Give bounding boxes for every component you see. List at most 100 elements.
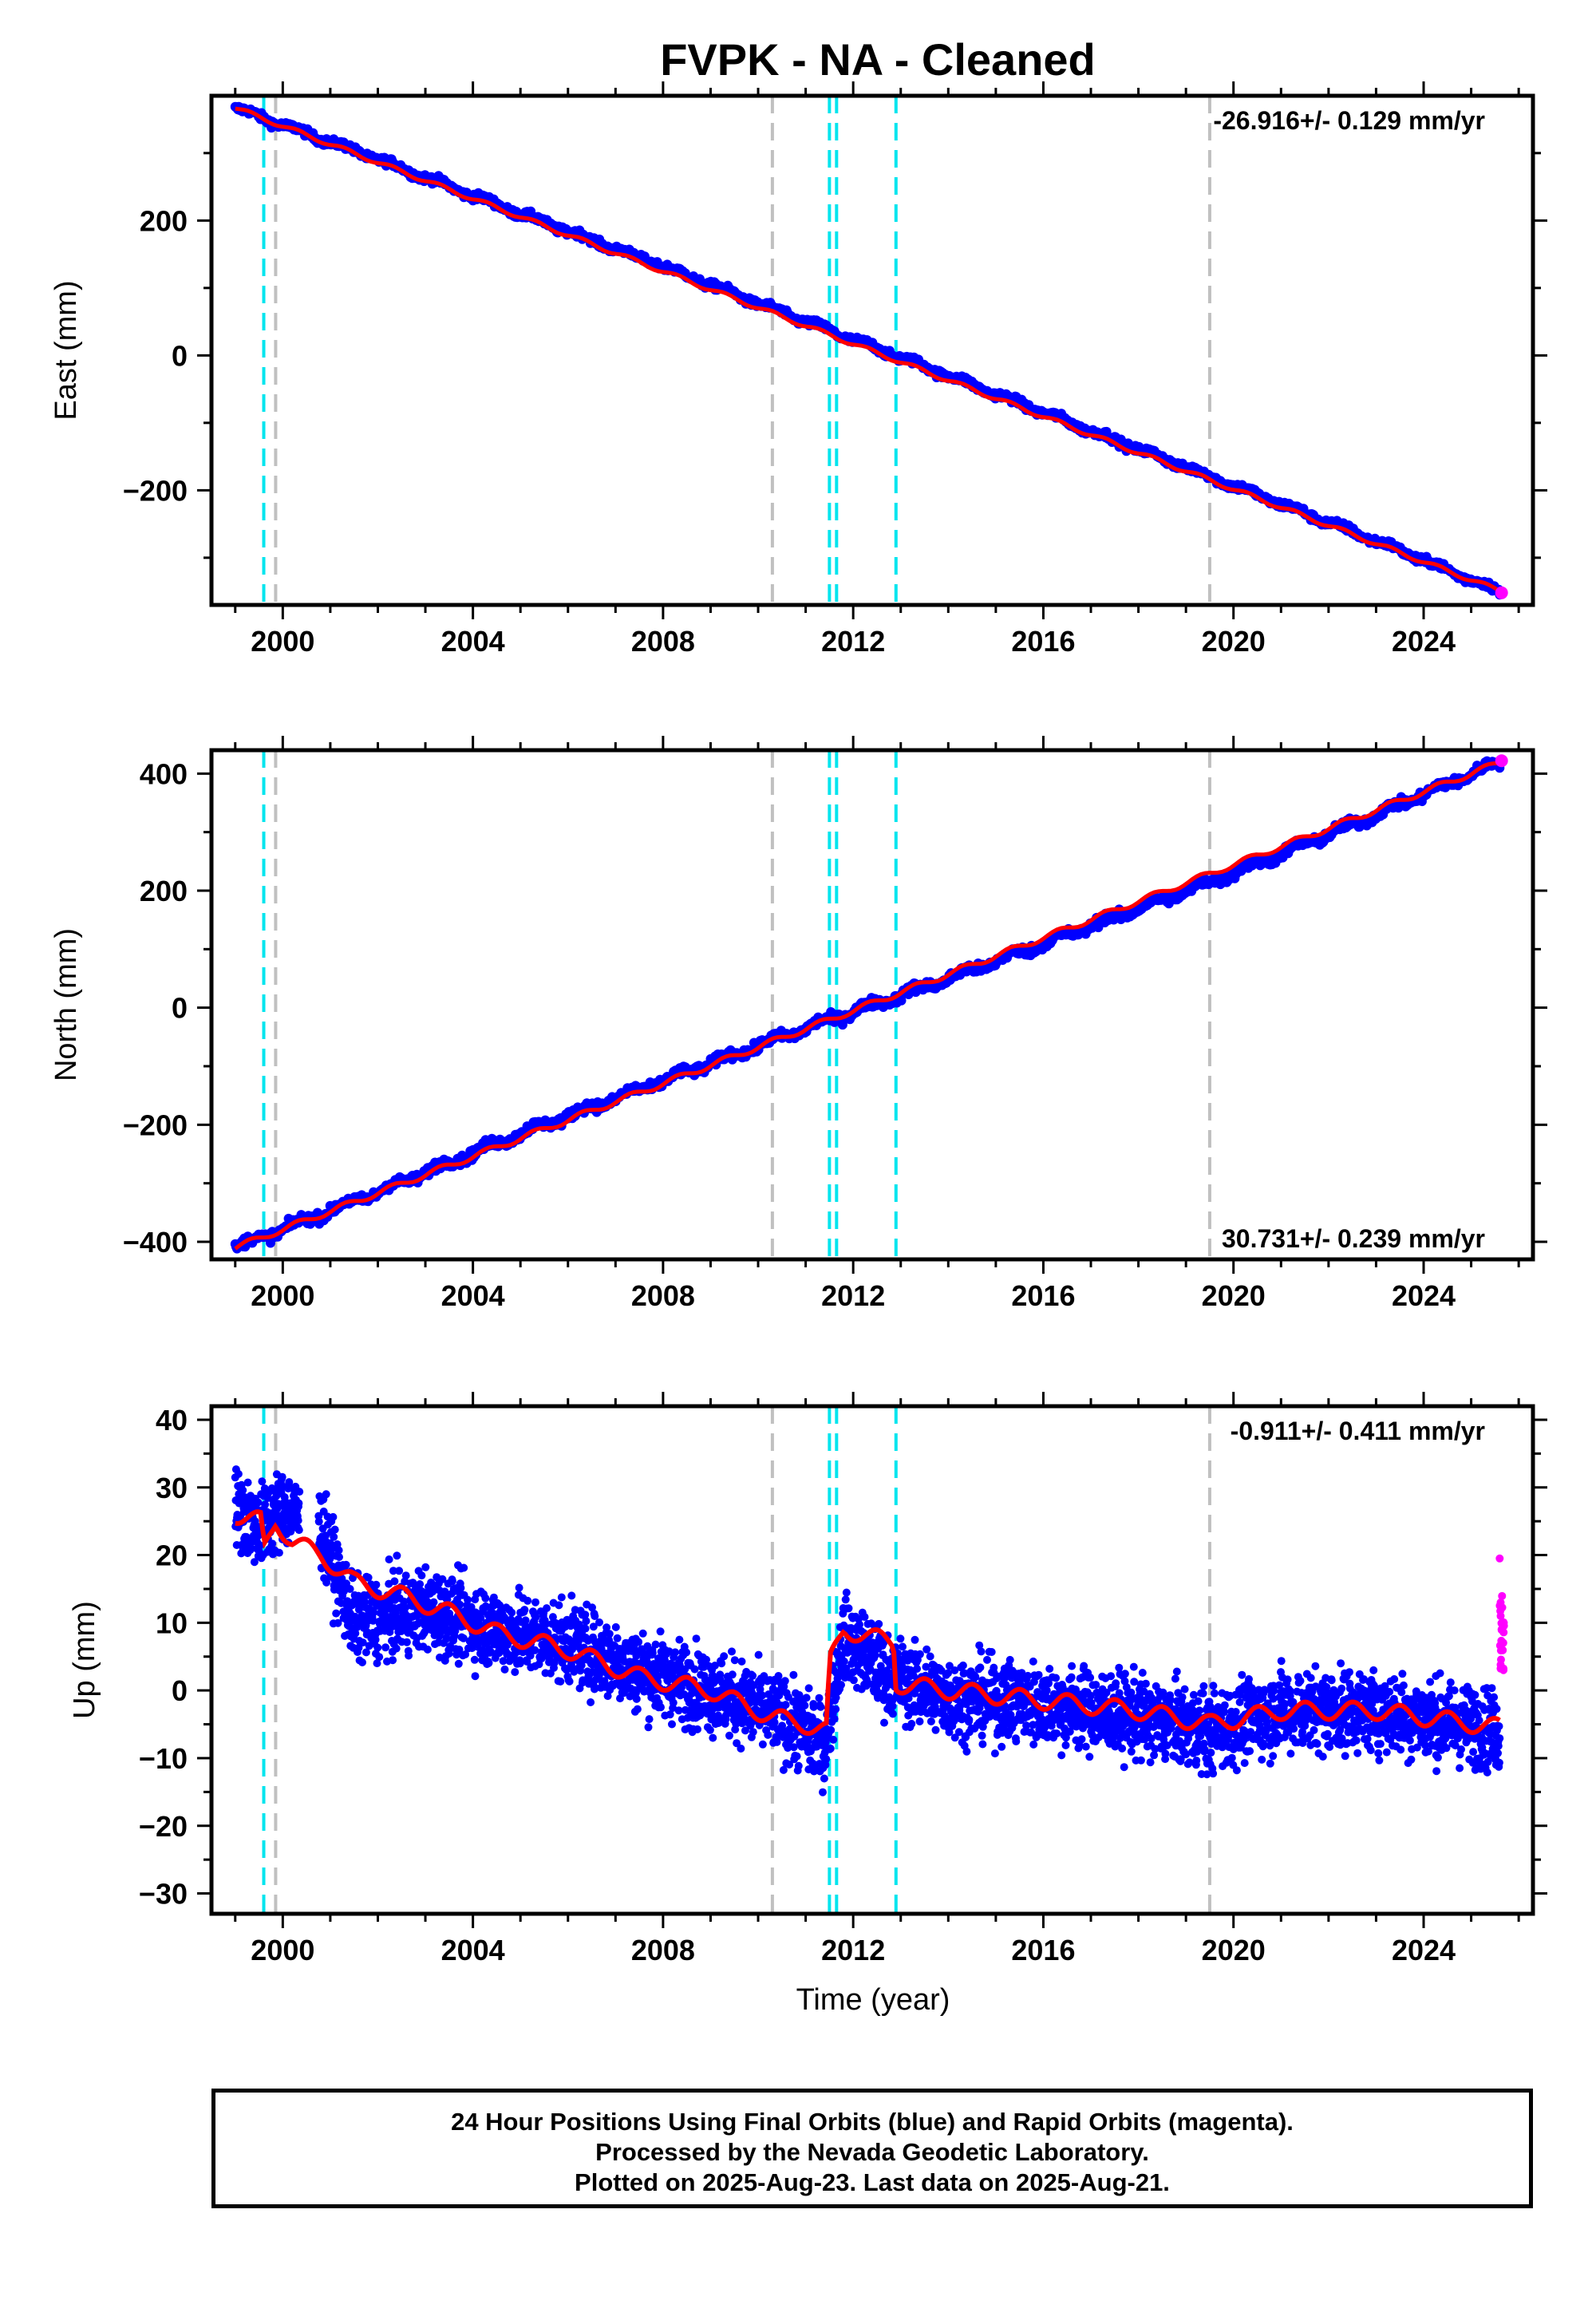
up-final-point	[250, 1558, 259, 1567]
up-final-point	[634, 1638, 643, 1646]
up-final-point	[844, 1604, 853, 1613]
up-final-point	[613, 1634, 622, 1642]
up-final-point	[346, 1585, 354, 1593]
up-final-point	[820, 1774, 828, 1783]
up-final-point	[581, 1624, 590, 1633]
north-model-line	[234, 761, 1502, 1251]
up-final-point	[815, 1694, 824, 1702]
up-final-point	[456, 1583, 465, 1592]
up-final-point	[728, 1670, 737, 1679]
up-final-point	[389, 1656, 397, 1665]
up-final-point	[531, 1598, 539, 1607]
up-final-point	[692, 1634, 701, 1643]
up-final-point	[326, 1555, 334, 1563]
up-final-point	[329, 1512, 338, 1521]
up-final-point	[416, 1580, 425, 1588]
up-final-point	[254, 1498, 263, 1507]
north-final-point	[896, 995, 907, 1006]
up-final-point	[322, 1490, 330, 1499]
up-final-point	[395, 1567, 404, 1575]
up-final-point	[709, 1733, 717, 1742]
north-x-tick-label: 2024	[1392, 1279, 1456, 1312]
up-final-point	[690, 1665, 699, 1674]
up-final-point	[455, 1646, 464, 1654]
up-final-point	[496, 1601, 504, 1610]
up-final-point	[335, 1553, 343, 1561]
up-final-point	[632, 1694, 641, 1703]
east-rate-label: -26.916+/- 0.129 mm/yr	[1213, 106, 1485, 135]
up-final-point	[482, 1603, 491, 1611]
up-final-point	[454, 1659, 463, 1668]
up-final-point	[460, 1563, 468, 1572]
up-final-point	[633, 1705, 642, 1713]
up-plot-area	[231, 1406, 1508, 1914]
up-final-point	[816, 1702, 825, 1711]
up-final-point	[442, 1634, 451, 1643]
up-final-point	[402, 1638, 411, 1646]
up-final-point	[682, 1648, 691, 1657]
page-title: FVPK - NA - Cleaned	[660, 34, 1096, 85]
up-final-point	[239, 1486, 247, 1495]
up-final-point	[484, 1658, 493, 1667]
up-final-point	[516, 1659, 524, 1668]
up-final-point	[657, 1703, 665, 1712]
north-x-tick-label: 2012	[821, 1279, 885, 1312]
east-x-tick-label: 2000	[251, 625, 314, 658]
up-final-point	[369, 1616, 377, 1625]
up-final-point	[720, 1652, 729, 1661]
up-final-point	[587, 1698, 595, 1706]
up-final-point	[381, 1643, 390, 1652]
east-rapid-orbit-points	[1495, 586, 1508, 599]
up-final-point	[405, 1651, 413, 1660]
east-x-tick-label: 2004	[441, 625, 505, 658]
north-rate-label: 30.731+/- 0.239 mm/yr	[1222, 1224, 1485, 1253]
north-x-tick-label: 2016	[1011, 1279, 1075, 1312]
up-final-point	[470, 1655, 479, 1664]
up-final-point	[611, 1622, 620, 1631]
up-final-point	[389, 1567, 397, 1575]
up-final-point	[278, 1472, 286, 1481]
up-final-point	[358, 1638, 367, 1647]
up-final-point	[511, 1668, 519, 1677]
up-final-point	[749, 1671, 757, 1680]
up-final-point	[644, 1723, 653, 1732]
east-y-tick-label: −200	[123, 474, 188, 507]
up-final-point	[565, 1677, 574, 1686]
east-y-tick-label: 200	[140, 204, 188, 237]
up-final-point	[369, 1608, 378, 1617]
up-final-point	[438, 1575, 447, 1583]
east-x-tick-label: 2020	[1202, 625, 1266, 658]
up-final-point	[372, 1580, 381, 1589]
up-final-point	[375, 1653, 384, 1662]
north-x-tick-label: 2004	[441, 1279, 505, 1312]
up-final-point	[556, 1678, 565, 1686]
up-final-point	[295, 1488, 304, 1496]
up-final-point	[373, 1643, 382, 1652]
up-final-point	[819, 1788, 827, 1796]
up-final-point	[417, 1571, 426, 1580]
east-y-axis-title: East (mm)	[49, 280, 83, 420]
up-final-point	[520, 1606, 529, 1614]
up-final-point	[841, 1595, 850, 1604]
east-model-line	[235, 106, 1503, 595]
up-final-point	[364, 1573, 373, 1582]
up-final-point	[832, 1705, 840, 1713]
up-final-point	[779, 1765, 788, 1774]
up-final-point	[401, 1571, 410, 1580]
up-final-point	[499, 1657, 508, 1666]
up-final-point	[330, 1532, 338, 1541]
up-final-point	[243, 1478, 252, 1487]
up-final-point	[830, 1714, 839, 1723]
east-y-tick-label: 0	[172, 339, 188, 372]
up-final-point	[668, 1720, 676, 1729]
up-final-point	[837, 1681, 845, 1690]
east-x-tick-label: 2012	[821, 625, 885, 658]
east-rapid-point	[1495, 586, 1508, 599]
up-final-point	[523, 1658, 531, 1666]
up-final-point	[471, 1672, 480, 1681]
up-final-point	[500, 1665, 509, 1674]
up-final-point	[467, 1603, 476, 1611]
north-rapid-orbit-points	[1495, 754, 1508, 768]
up-final-point	[258, 1477, 267, 1486]
